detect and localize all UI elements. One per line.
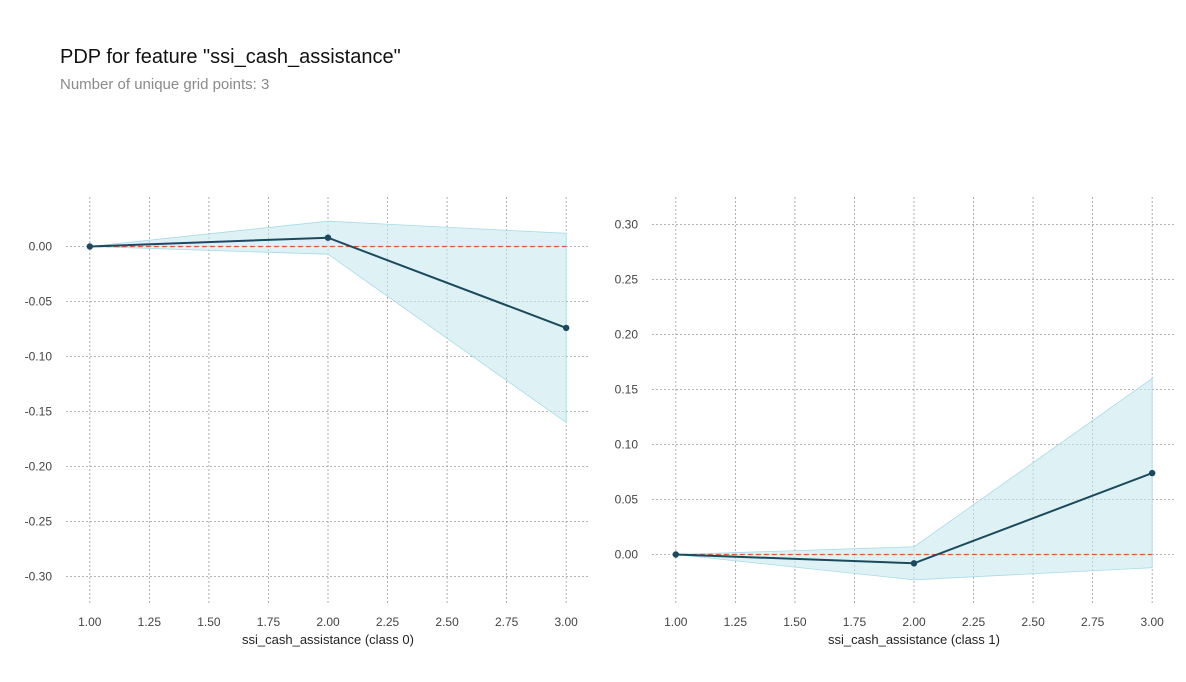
x-tick-label: 2.25 xyxy=(376,615,400,629)
pdp-panel-1: 1.00 1.25 1.50 1.75 2.00 2.25 2.50 2.75 3.00 0.30… xyxy=(615,197,1176,647)
chart-title: PDP for feature "ssi_cash_assistance" xyxy=(60,46,401,68)
x-tick-label: 1.25 xyxy=(138,615,162,629)
x-axis-title: ssi_cash_assistance (class 0) xyxy=(242,632,414,647)
x-axis-title: ssi_cash_assistance (class 1) xyxy=(828,632,1000,647)
pdp-point xyxy=(672,551,680,558)
x-tick-label: 1.00 xyxy=(664,615,688,629)
x-tick-label: 1.00 xyxy=(78,615,102,629)
pdp-point xyxy=(1148,469,1156,477)
y-tick-label: 0.30 xyxy=(615,218,639,232)
x-tick-label: 2.75 xyxy=(1081,615,1105,629)
y-tick-label: -0.05 xyxy=(25,295,53,309)
y-tick-label: 0.05 xyxy=(615,493,639,507)
y-tick-label: -0.10 xyxy=(25,350,53,364)
pdp-point xyxy=(86,243,94,250)
x-tick-label: 3.00 xyxy=(1141,615,1165,629)
x-tick-label: 2.00 xyxy=(902,615,926,629)
x-tick-label: 3.00 xyxy=(555,615,579,629)
chart-subtitle: Number of unique grid points: 3 xyxy=(60,76,270,93)
y-tick-label: 0.00 xyxy=(29,240,53,254)
x-tick-label: 2.50 xyxy=(1021,615,1045,629)
x-tick-label: 2.50 xyxy=(435,615,459,629)
confidence-band xyxy=(675,377,1153,581)
y-tick-label: 0.10 xyxy=(615,438,639,452)
y-tick-label: -0.25 xyxy=(25,515,53,529)
pdp-point xyxy=(324,234,332,241)
pdp-panel-0: 1.00 1.25 1.50 1.75 2.00 2.25 2.50 2.75 3.00 0.00… xyxy=(25,197,590,647)
x-tick-label: 2.00 xyxy=(316,615,340,629)
x-tick-label: 2.75 xyxy=(495,615,519,629)
pdp-point xyxy=(562,324,570,332)
y-tick-label: -0.15 xyxy=(25,405,53,419)
x-tick-label: 1.75 xyxy=(843,615,867,629)
y-tick-label: 0.00 xyxy=(615,548,639,562)
y-tick-label: -0.30 xyxy=(25,570,53,584)
y-tick-label: -0.20 xyxy=(25,460,53,474)
x-tick-label: 1.50 xyxy=(197,615,221,629)
y-tick-label: 0.20 xyxy=(615,328,639,342)
y-tick-label: 0.15 xyxy=(615,383,639,397)
pdp-point xyxy=(910,560,918,567)
x-tick-label: 1.75 xyxy=(257,615,281,629)
x-tick-label: 2.25 xyxy=(962,615,986,629)
x-tick-label: 1.25 xyxy=(724,615,748,629)
x-tick-label: 1.50 xyxy=(783,615,807,629)
y-tick-label: 0.25 xyxy=(615,273,639,287)
